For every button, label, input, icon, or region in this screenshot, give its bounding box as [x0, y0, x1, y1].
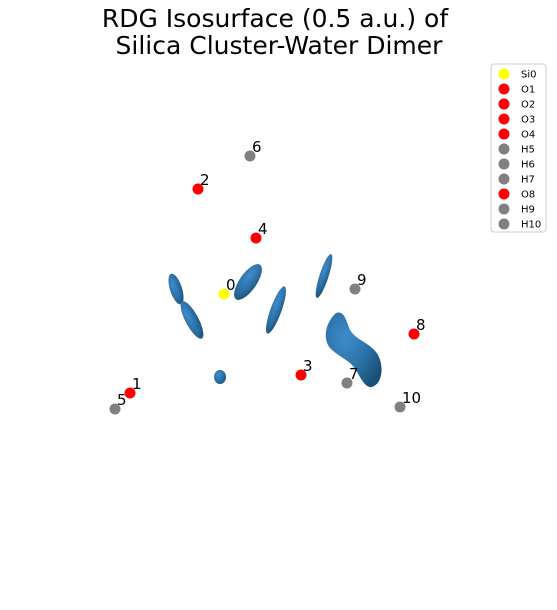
- atom-marker-h10: [394, 401, 406, 413]
- legend-marker-o2: [498, 98, 510, 110]
- legend-label-h9: H9: [521, 205, 535, 216]
- atom-marker-o3: [295, 369, 307, 381]
- atom-marker-si0: [218, 288, 230, 300]
- legend-label-o2: O2: [521, 100, 535, 111]
- legend-marker-o1: [498, 83, 510, 95]
- atom-label-3: 3: [303, 357, 313, 375]
- atom-label-8: 8: [416, 316, 426, 334]
- atom-label-9: 9: [357, 271, 367, 289]
- chart-title: RDG Isosurface (0.5 a.u.) of Silica Clus…: [102, 4, 449, 60]
- atom-markers: [109, 150, 420, 415]
- isosurface-blob: [180, 301, 204, 339]
- legend-marker-si0: [498, 68, 510, 80]
- legend-label-h10: H10: [521, 220, 541, 231]
- atom-label-0: 0: [226, 276, 236, 294]
- legend-label-h6: H6: [521, 160, 535, 171]
- atom-marker-h7: [341, 377, 353, 389]
- rdg-isosurface-blobs: [168, 254, 382, 388]
- atom-marker-o8: [408, 328, 420, 340]
- legend-marker-h5: [498, 143, 510, 155]
- legend-label-o8: O8: [521, 190, 535, 201]
- legend-label-h5: H5: [521, 145, 535, 156]
- atom-label-7: 7: [349, 365, 359, 383]
- legend-label-o3: O3: [521, 115, 535, 126]
- atom-marker-o4: [250, 232, 262, 244]
- isosurface-blob: [266, 286, 286, 334]
- atom-label-10: 10: [402, 389, 421, 407]
- isosurface-blob: [315, 254, 333, 298]
- atom-marker-h5: [109, 403, 121, 415]
- atom-label-2: 2: [200, 171, 210, 189]
- atom-marker-o1: [124, 387, 136, 399]
- isosurface-blob: [214, 370, 226, 384]
- legend-items: Si0 O1 O2 O3 O4 H5 H6 H7 O8 H9 H10: [498, 68, 541, 231]
- title-line-2: Silica Cluster-Water Dimer: [116, 31, 444, 60]
- atom-marker-h9: [349, 283, 361, 295]
- legend-marker-h6: [498, 158, 510, 170]
- legend-marker-o8: [498, 188, 510, 200]
- legend-marker-h10: [498, 218, 510, 230]
- legend-label-o4: O4: [521, 130, 535, 141]
- atom-label-6: 6: [252, 138, 262, 156]
- legend-label-h7: H7: [521, 175, 535, 186]
- atom-label-4: 4: [258, 220, 268, 238]
- isosurface-blob: [168, 273, 184, 305]
- legend-marker-o3: [498, 113, 510, 125]
- legend-label-o1: O1: [521, 85, 535, 96]
- legend-marker-h9: [498, 203, 510, 215]
- isosurface-blob: [325, 312, 382, 388]
- atom-labels: 0 1 2 3 4 5 6 7 8 9 10: [117, 138, 426, 409]
- legend-marker-o4: [498, 128, 510, 140]
- title-line-1: RDG Isosurface (0.5 a.u.) of: [102, 4, 449, 33]
- legend-label-si0: Si0: [521, 70, 537, 81]
- atom-marker-o2: [192, 183, 204, 195]
- atom-marker-h6: [244, 150, 256, 162]
- isosurface-blob: [234, 264, 262, 300]
- atom-label-1: 1: [132, 375, 142, 393]
- legend-marker-h7: [498, 173, 510, 185]
- atom-label-5: 5: [117, 391, 127, 409]
- legend: Si0 O1 O2 O3 O4 H5 H6 H7 O8 H9 H10: [490, 63, 547, 233]
